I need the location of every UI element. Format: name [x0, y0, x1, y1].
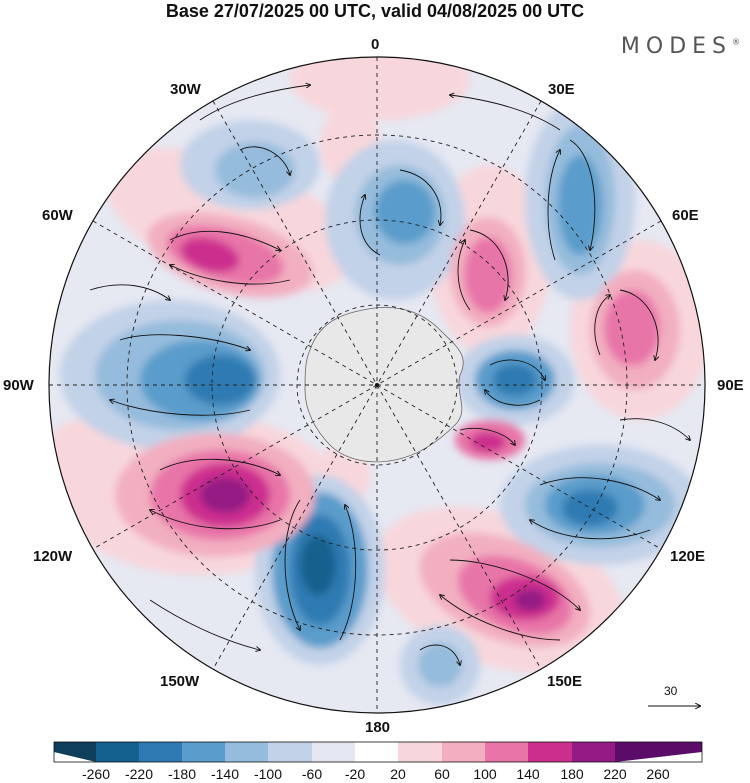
colorbar-swatch-12: [572, 742, 615, 762]
lon-label-60e: 60E: [672, 207, 699, 224]
map-title: Base 27/07/2025 00 UTC, valid 04/08/2025…: [165, 1, 585, 21]
brand-mark: ®: [732, 37, 740, 47]
lon-label-0: 0: [371, 36, 380, 53]
colorbar-swatch-6: [312, 742, 355, 762]
colorbar-label: -220: [124, 766, 154, 782]
lon-label-90w: 90W: [3, 377, 34, 394]
colorbar-swatch-8: [398, 742, 442, 762]
colorbar-label: -180: [167, 766, 197, 782]
lon-label-120w: 120W: [33, 548, 73, 565]
colorbar-swatch-10: [485, 742, 528, 762]
anomaly-field: [49, 57, 705, 713]
lon-label-120e: 120E: [670, 548, 706, 565]
lon-label-30e: 30E: [548, 81, 575, 98]
colorbar-swatch-5: [268, 742, 312, 762]
south-pole-marker: [375, 383, 379, 387]
lon-label-180: 180: [365, 719, 391, 736]
colorbar-swatch-4: [225, 742, 268, 762]
colorbar: [53, 741, 703, 763]
colorbar-label: -100: [253, 766, 283, 782]
colorbar-swatch-0: [54, 742, 96, 762]
colorbar-label: 260: [646, 766, 670, 782]
lon-label-60w: 60W: [42, 207, 73, 224]
vector-scale-label: 30: [664, 684, 678, 698]
lon-label-90e: 90E: [717, 377, 744, 394]
colorbar-label: -60: [301, 766, 323, 782]
colorbar-label: -260: [81, 766, 111, 782]
colorbar-label: -140: [210, 766, 240, 782]
lon-label-150e: 150E: [547, 673, 583, 690]
colorbar-label: 20: [390, 766, 406, 782]
colorbar-label: -20: [344, 766, 366, 782]
map-boundary: [48, 56, 706, 714]
colorbar-swatch-1: [96, 742, 139, 762]
lon-label-150w: 150W: [160, 673, 200, 690]
colorbar-label: 220: [603, 766, 627, 782]
brand-logo: MODES®: [621, 34, 740, 59]
colorbar-swatch-3: [182, 742, 225, 762]
colorbar-label: 100: [473, 766, 497, 782]
antarctica-coastline: [304, 307, 464, 463]
colorbar-swatch-13: [615, 742, 702, 762]
colorbar-swatch-9: [442, 742, 485, 762]
colorbar-swatch-7: [355, 742, 398, 762]
colorbar-swatch-2: [139, 742, 182, 762]
colorbar-label: 180: [560, 766, 584, 782]
brand-name: MODES: [620, 34, 732, 59]
colorbar-swatch-11: [528, 742, 572, 762]
colorbar-outline: [53, 741, 703, 763]
colorbar-label: 60: [434, 766, 450, 782]
colorbar-label: 140: [516, 766, 540, 782]
lon-label-30w: 30W: [170, 81, 201, 98]
wind-streamlines: [89, 85, 690, 665]
